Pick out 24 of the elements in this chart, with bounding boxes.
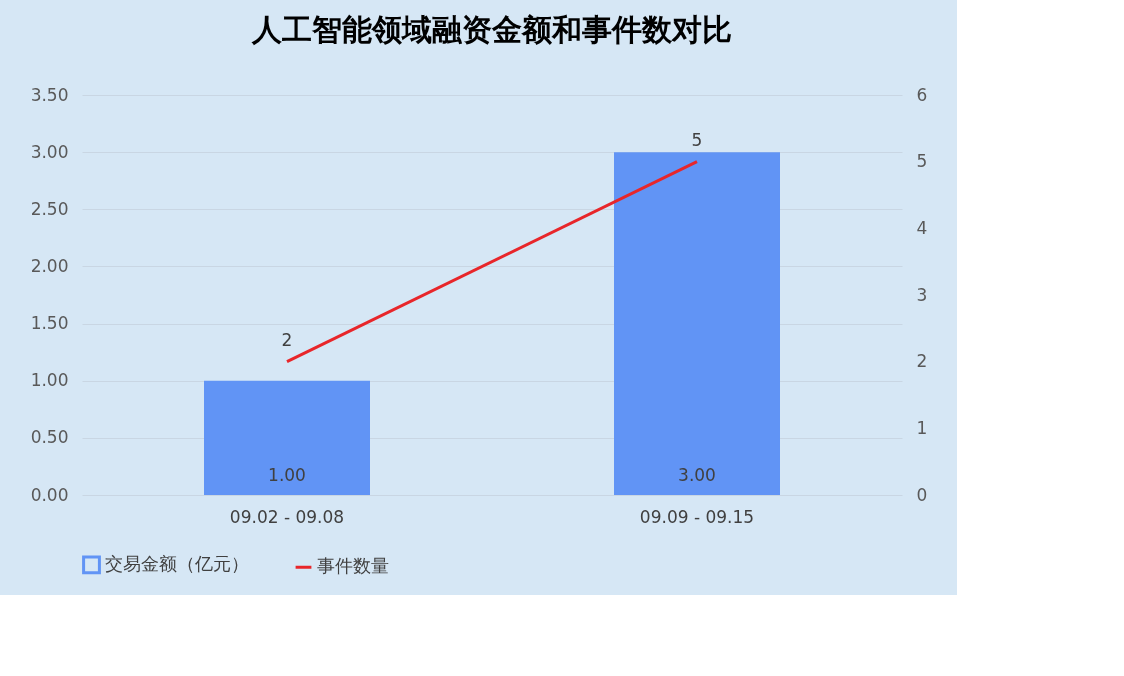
y2-tick-label: 3 — [916, 284, 928, 305]
x-tick-label: 09.09 - 09.15 — [639, 506, 755, 527]
y2-tick-label: 4 — [916, 217, 928, 238]
y2-tick-label: 0 — [916, 484, 928, 505]
legend-label: 交易金额（亿元） — [105, 552, 249, 574]
y2-tick-label: 6 — [916, 84, 928, 105]
y-tick-label: 1.00 — [30, 370, 69, 391]
y2-tick-label: 2 — [916, 351, 928, 372]
y2-tick-label: 5 — [916, 151, 928, 172]
y-tick-label: 2.50 — [30, 198, 69, 219]
chart-title: 人工智能领域融资金额和事件数对比 — [251, 12, 732, 47]
y-tick-label: 3.00 — [30, 141, 69, 162]
data-label: 5 — [691, 129, 703, 150]
data-label: 2 — [281, 329, 293, 350]
x-tick-label: 09.02 - 09.08 — [229, 506, 345, 527]
legend-label: 事件数量 — [317, 555, 389, 577]
y-tick-label: 0.50 — [30, 427, 69, 448]
data-label: 1.00 — [268, 465, 306, 485]
y-tick-label: 3.50 — [30, 84, 69, 105]
y-tick-label: 0.00 — [30, 484, 69, 505]
y-tick-label: 2.00 — [30, 255, 69, 276]
y-tick-label: 1.50 — [30, 313, 69, 334]
data-label: 3.00 — [678, 465, 716, 485]
y2-tick-label: 1 — [916, 417, 928, 438]
